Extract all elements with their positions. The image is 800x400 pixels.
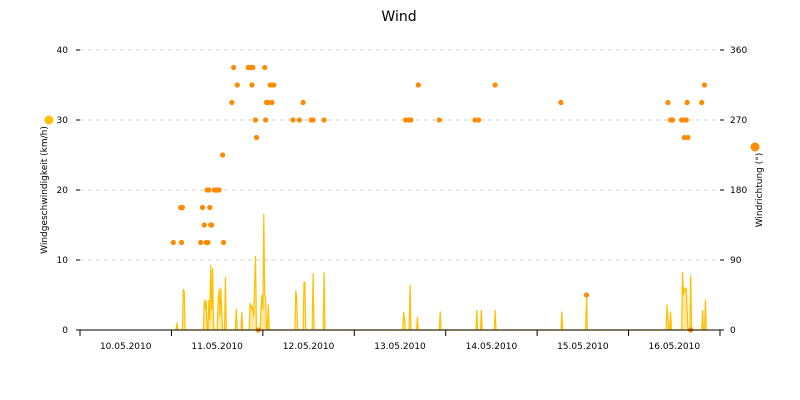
- left-tick-label: 40: [57, 46, 69, 56]
- direction-point: [229, 99, 235, 106]
- direction-point: [699, 99, 705, 106]
- direction-point: [170, 239, 176, 246]
- direction-point: [583, 292, 590, 298]
- direction-point: [262, 64, 268, 71]
- direction-point: [669, 117, 676, 123]
- direction-point: [206, 187, 212, 193]
- direction-point: [267, 82, 273, 88]
- left-tick-label: 0: [62, 326, 68, 336]
- direction-point: [252, 117, 259, 123]
- direction-point: [198, 239, 204, 246]
- right-tick-label: 90: [730, 256, 742, 266]
- x-tick-label: 11.05.2010: [191, 342, 243, 352]
- direction-point: [205, 239, 211, 246]
- direction-point: [402, 117, 409, 123]
- direction-point: [436, 117, 442, 123]
- direction-point: [250, 64, 256, 71]
- x-axis: 10.05.2010 11.05.2010 12.05.2010 13.05.2010…: [79, 330, 721, 352]
- direction-point: [265, 99, 271, 106]
- direction-point: [701, 82, 708, 88]
- direction-point: [263, 117, 269, 123]
- chart-title: Wind: [381, 9, 416, 25]
- right-tick-label: 180: [730, 186, 747, 196]
- direction-point: [207, 204, 213, 211]
- direction-point: [271, 82, 277, 88]
- direction-point: [665, 99, 671, 106]
- direction-point: [249, 82, 255, 88]
- direction-point: [290, 117, 296, 123]
- direction-point: [220, 152, 226, 158]
- direction-point: [476, 117, 482, 123]
- direction-legend-marker: [750, 142, 760, 152]
- direction-series: [170, 64, 708, 333]
- direction-point: [234, 82, 240, 88]
- speed-legend-marker: [44, 115, 54, 125]
- grid-lines: [80, 49, 720, 261]
- right-tick-label: 360: [730, 46, 747, 56]
- direction-point: [558, 99, 564, 106]
- speed-series: [175, 213, 707, 331]
- direction-point: [178, 239, 185, 246]
- x-tick-label: 14.05.2010: [466, 342, 518, 352]
- direction-point: [681, 134, 687, 141]
- speed-area: [175, 213, 707, 331]
- right-axis-title: Windrichtung (°): [755, 153, 765, 228]
- direction-point: [310, 117, 316, 123]
- direction-point: [201, 222, 207, 228]
- x-tick-label: 15.05.2010: [557, 342, 609, 352]
- left-axis-title: Windgeschwindigkeit (km/h): [40, 126, 50, 254]
- direction-point: [492, 82, 498, 88]
- direction-point: [199, 204, 206, 211]
- left-y-axis: 0 10 20 30 40: [57, 46, 80, 336]
- right-tick-label: 0: [730, 326, 736, 336]
- direction-point: [231, 64, 237, 71]
- direction-point: [683, 117, 689, 123]
- direction-point: [296, 117, 302, 123]
- direction-point: [321, 117, 327, 123]
- x-tick-label: 16.05.2010: [649, 342, 701, 352]
- left-tick-label: 20: [57, 186, 69, 196]
- left-tick-label: 30: [57, 116, 69, 126]
- right-y-axis: 0 90 180 270 360: [720, 46, 747, 336]
- direction-point: [179, 204, 185, 211]
- direction-point: [269, 99, 275, 106]
- direction-point: [253, 134, 260, 141]
- x-tick-label: 12.05.2010: [283, 342, 335, 352]
- x-tick-label: 10.05.2010: [100, 342, 152, 352]
- direction-point: [220, 239, 227, 246]
- x-tick-label: 13.05.2010: [374, 342, 426, 352]
- direction-point: [679, 117, 685, 123]
- direction-point: [684, 99, 690, 106]
- right-tick-label: 270: [730, 116, 747, 126]
- direction-point: [472, 117, 478, 123]
- left-tick-label: 10: [57, 256, 69, 266]
- direction-point: [415, 82, 421, 88]
- direction-point: [216, 187, 222, 193]
- direction-point: [408, 117, 414, 123]
- direction-point: [209, 222, 215, 228]
- direction-point: [300, 99, 306, 106]
- direction-point: [685, 134, 691, 141]
